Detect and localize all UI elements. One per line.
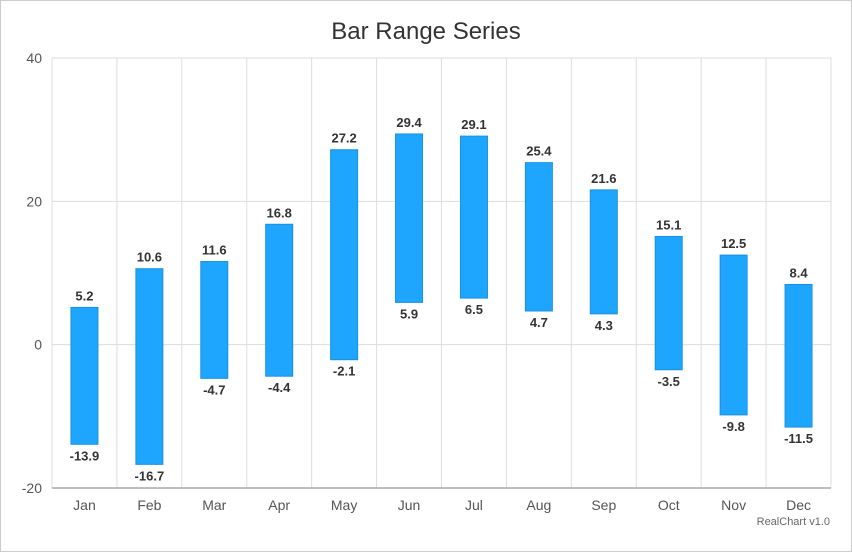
high-value-label: 8.4 bbox=[790, 265, 809, 280]
range-bar bbox=[265, 223, 294, 377]
high-value-label: 5.2 bbox=[75, 288, 93, 303]
x-tick-label: Aug bbox=[526, 497, 551, 513]
range-bar bbox=[654, 235, 683, 371]
low-value-label: -13.9 bbox=[70, 448, 100, 463]
x-tick-label: Jan bbox=[73, 497, 96, 513]
x-tick-label: Dec bbox=[786, 497, 811, 513]
high-value-label: 21.6 bbox=[591, 171, 616, 186]
y-tick-label: -20 bbox=[22, 480, 42, 496]
x-tick-label: Apr bbox=[268, 497, 290, 513]
y-tick-label: 20 bbox=[26, 193, 42, 209]
high-value-label: 29.1 bbox=[461, 117, 486, 132]
range-bar bbox=[524, 162, 553, 312]
axes: -20 0 20 40 Jan Feb Mar Apr May Jun Jul Aug Sep Oct No… bbox=[22, 50, 831, 513]
low-value-label: 6.5 bbox=[465, 302, 483, 317]
high-value-label: 29.4 bbox=[396, 115, 422, 130]
x-tick-label: Jun bbox=[398, 497, 421, 513]
low-value-label: -11.5 bbox=[784, 431, 813, 446]
low-value-label: -9.8 bbox=[722, 419, 744, 434]
chart-title: Bar Range Series bbox=[331, 18, 521, 45]
x-tick-label: Oct bbox=[658, 497, 680, 513]
range-bar bbox=[719, 254, 748, 416]
x-tick-label: Nov bbox=[721, 497, 746, 513]
low-value-label: 5.9 bbox=[400, 306, 418, 321]
x-tick-label: Mar bbox=[202, 497, 226, 513]
x-tick-label: Sep bbox=[591, 497, 616, 513]
range-bar bbox=[330, 149, 359, 361]
low-value-label: -3.5 bbox=[658, 374, 680, 389]
range-bar bbox=[135, 268, 164, 465]
value-labels: 5.2 -13.9 10.6 -16.7 11.6 -4.7 16.8 -4.4 27.2 -2.… bbox=[70, 115, 813, 483]
range-bar bbox=[459, 135, 488, 299]
high-value-label: 15.1 bbox=[656, 217, 681, 232]
high-value-label: 12.5 bbox=[721, 236, 746, 251]
bars bbox=[70, 133, 813, 465]
low-value-label: 4.3 bbox=[595, 318, 613, 333]
credit-label: RealChart v1.0 bbox=[756, 516, 830, 528]
y-tick-label: 40 bbox=[26, 50, 42, 66]
range-bar bbox=[70, 306, 99, 445]
low-value-label: -2.1 bbox=[333, 364, 355, 379]
y-tick-label: 0 bbox=[34, 337, 42, 353]
x-tick-label: May bbox=[331, 497, 357, 513]
grid-lines bbox=[51, 57, 832, 488]
high-value-label: 10.6 bbox=[137, 250, 162, 265]
low-value-label: -16.7 bbox=[135, 468, 165, 483]
low-value-label: -4.7 bbox=[203, 382, 225, 397]
high-value-label: 27.2 bbox=[331, 131, 356, 146]
high-value-label: 25.4 bbox=[526, 144, 552, 159]
range-bar bbox=[784, 283, 813, 428]
x-tick-label: Jul bbox=[465, 497, 483, 513]
low-value-label: -4.4 bbox=[268, 380, 291, 395]
low-value-label: 4.7 bbox=[530, 315, 548, 330]
high-value-label: 11.6 bbox=[202, 243, 227, 258]
x-tick-label: Feb bbox=[137, 497, 161, 513]
range-bar bbox=[200, 261, 229, 379]
range-bar bbox=[589, 189, 618, 315]
high-value-label: 16.8 bbox=[267, 205, 292, 220]
range-bar bbox=[395, 133, 424, 303]
